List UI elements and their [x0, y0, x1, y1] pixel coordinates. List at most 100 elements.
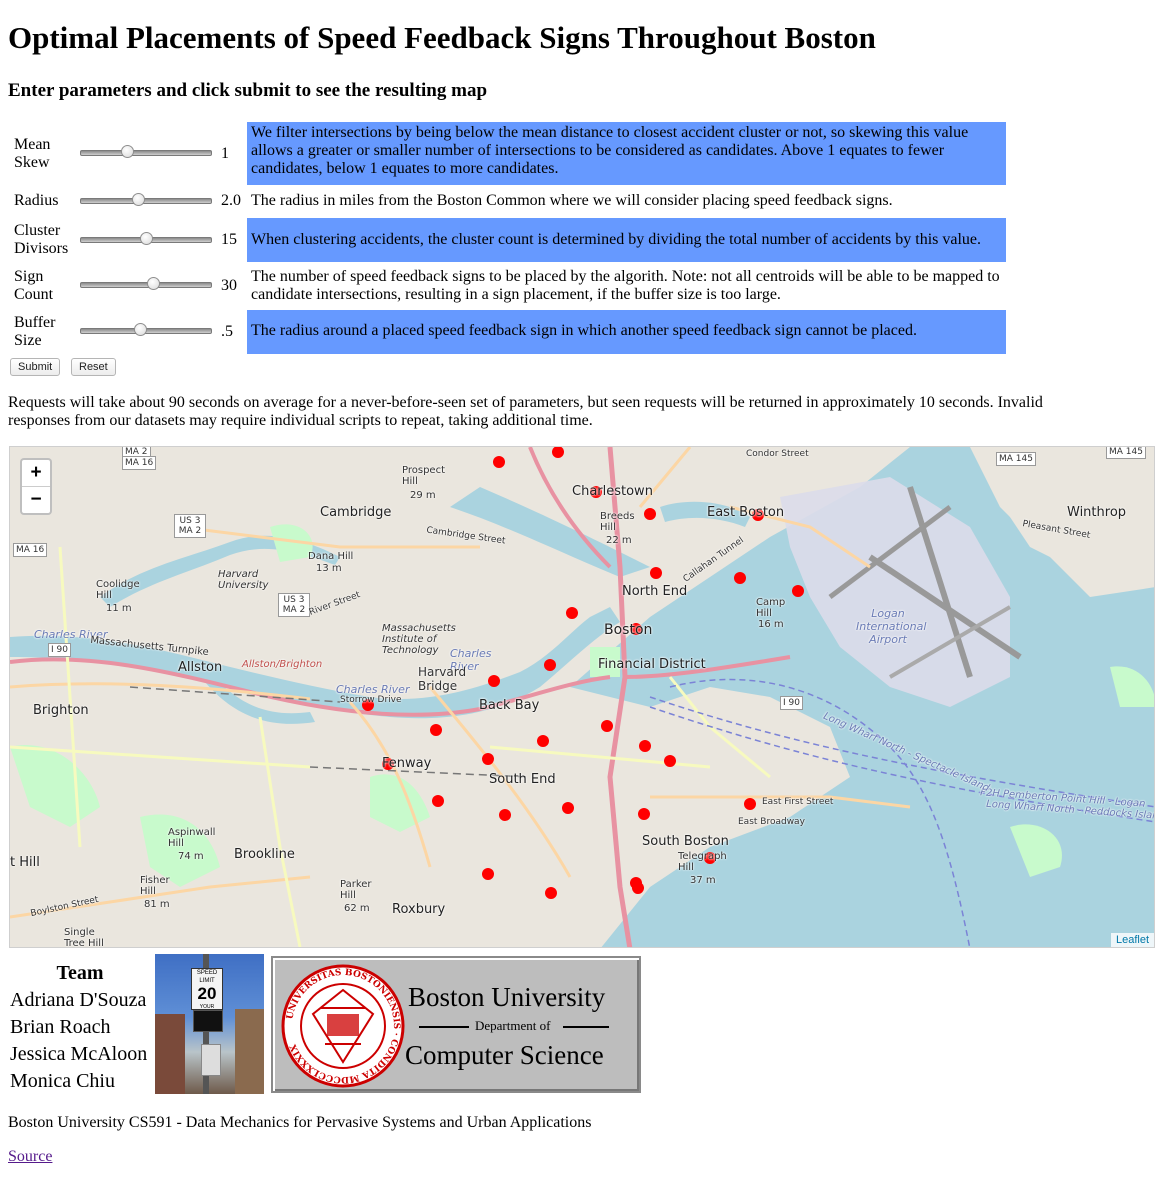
course-footer: Boston University CS591 - Data Mechanics… — [8, 1114, 592, 1131]
map-label: Single Tree Hill — [64, 927, 104, 948]
sign-marker[interactable] — [493, 456, 505, 468]
sign-marker[interactable] — [482, 868, 494, 880]
sign-marker[interactable] — [544, 659, 556, 671]
sign-marker[interactable] — [537, 735, 549, 747]
map-label: East First Street — [762, 797, 834, 807]
leaflet-attribution-link[interactable]: Leaflet — [1110, 933, 1154, 947]
department-label: Department of — [475, 1018, 551, 1033]
map-label: Charles River — [336, 683, 410, 696]
map-label: 13 m — [316, 563, 342, 574]
slider-thumb[interactable] — [133, 323, 147, 336]
param-label: Radius — [14, 192, 59, 209]
department-name: Computer Science — [405, 1040, 604, 1070]
route-shield: I 90 — [780, 696, 803, 710]
reset-button[interactable]: Reset — [71, 358, 116, 376]
param-description: We filter intersections by being below t… — [247, 122, 1006, 185]
sign-marker[interactable] — [590, 486, 602, 498]
slider-thumb[interactable] — [146, 277, 160, 290]
map[interactable]: + − MA 2 MA 16 MA 16 US 3 MA 2 US 3 MA 2… — [9, 446, 1155, 948]
team-member: Monica Chiu — [10, 1070, 115, 1092]
sign-marker[interactable] — [432, 795, 444, 807]
source-link[interactable]: Source — [8, 1148, 53, 1165]
map-label: Winthrop — [1067, 505, 1127, 520]
sign-marker[interactable] — [382, 758, 394, 770]
param-row-mean-skew: Mean Skew 1 We filter intersections by b… — [8, 122, 1008, 185]
map-label: t Hill — [10, 855, 40, 870]
sign-marker[interactable] — [499, 809, 511, 821]
map-label: Fenway — [382, 756, 432, 771]
page-title: Optimal Placements of Speed Feedback Sig… — [8, 20, 876, 55]
route-shield: US 3 MA 2 — [174, 514, 206, 538]
map-label: 11 m — [106, 603, 132, 614]
sign-marker[interactable] — [734, 572, 746, 584]
divider — [419, 1026, 469, 1028]
param-label: Mean Skew — [14, 136, 51, 171]
sign-marker[interactable] — [664, 755, 676, 767]
sign-marker[interactable] — [639, 740, 651, 752]
sign-count-slider[interactable] — [80, 277, 212, 290]
submit-button[interactable]: Submit — [10, 358, 61, 376]
sign-markers — [362, 447, 804, 899]
map-label: Logan International Airport — [856, 607, 927, 646]
speed-sign-photo: SPEED LIMIT 20 YOUR SPEED — [155, 954, 264, 1094]
route-shield: MA 16 — [122, 456, 157, 470]
buffer-size-slider[interactable] — [80, 323, 212, 336]
mean-skew-slider[interactable] — [80, 145, 212, 158]
map-label: Brighton — [33, 703, 89, 718]
cluster-divisors-slider[interactable] — [80, 232, 212, 245]
slider-thumb[interactable] — [132, 193, 146, 206]
map-label: Back Bay — [479, 698, 540, 713]
sign-marker[interactable] — [545, 887, 557, 899]
sign-marker[interactable] — [752, 509, 764, 521]
map-label: 74 m — [178, 851, 204, 862]
map-label: Camp Hill — [756, 597, 786, 619]
sign-marker[interactable] — [650, 567, 662, 579]
map-label: 29 m — [410, 490, 436, 501]
param-row-radius: Radius 2.0 The radius in miles from the … — [8, 190, 1008, 214]
sign-marker[interactable] — [632, 882, 644, 894]
team-list: Team Adriana D'Souza Brian Roach Jessica… — [10, 960, 150, 1095]
map-label: 81 m — [144, 899, 170, 910]
map-label: 62 m — [344, 903, 370, 914]
slider-thumb[interactable] — [140, 232, 153, 245]
team-member: Adriana D'Souza — [10, 989, 147, 1011]
slider-thumb[interactable] — [120, 145, 134, 158]
sign-marker[interactable] — [562, 802, 574, 814]
sign-marker[interactable] — [488, 675, 500, 687]
map-tiles — [10, 447, 1154, 947]
sign-marker[interactable] — [644, 508, 656, 520]
sign-marker[interactable] — [744, 798, 756, 810]
sign-marker[interactable] — [638, 808, 650, 820]
param-row-sign-count: Sign Count 30 The number of speed feedba… — [8, 266, 1008, 306]
param-description: When clustering accidents, the cluster c… — [247, 218, 1006, 262]
zoom-control: + − — [20, 458, 52, 515]
map-label: Allston — [178, 660, 223, 675]
bu-name: Boston University — [408, 982, 606, 1012]
map-label: South End — [489, 772, 556, 787]
sign-marker[interactable] — [601, 720, 613, 732]
sign-marker[interactable] — [792, 585, 804, 597]
radius-slider[interactable] — [80, 193, 212, 206]
map-label: Dana Hill — [308, 551, 354, 562]
param-value: .5 — [221, 323, 233, 340]
sign-marker[interactable] — [630, 623, 642, 635]
param-row-buffer-size: Buffer Size .5 The radius around a place… — [8, 310, 1008, 354]
map-label: Prospect Hill — [402, 465, 445, 487]
param-value: 2.0 — [221, 192, 241, 209]
sign-marker[interactable] — [430, 724, 442, 736]
zoom-in-button[interactable]: + — [30, 462, 42, 483]
zoom-out-button[interactable]: − — [22, 486, 50, 513]
map-label: Massachusetts Institute of Technology — [382, 623, 456, 656]
sign-marker[interactable] — [704, 852, 716, 864]
param-value: 30 — [221, 277, 237, 294]
param-description: The number of speed feedback signs to be… — [251, 268, 1000, 303]
sign-marker[interactable] — [482, 753, 494, 765]
param-label: Cluster Divisors — [14, 222, 69, 257]
sign-marker[interactable] — [362, 699, 374, 711]
team-title: Team — [56, 962, 104, 984]
sign-marker[interactable] — [566, 607, 578, 619]
sign-marker[interactable] — [552, 447, 564, 458]
map-label: Financial District — [598, 657, 706, 672]
map-label: Parker Hill — [340, 879, 372, 901]
map-label: Boston — [604, 622, 653, 638]
